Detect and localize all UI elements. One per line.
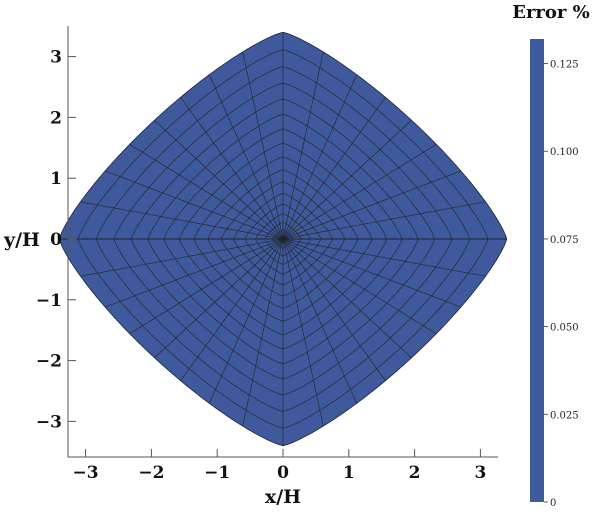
y-tick-label: −3	[36, 412, 62, 432]
plot-area	[58, 31, 508, 447]
x-tick-label: −2	[138, 463, 164, 483]
x-tick-label: 3	[474, 463, 486, 483]
colorbar-tick-label: 0	[550, 498, 556, 509]
x-axis-label: x/H	[265, 486, 301, 508]
colorbar-tick-label: 0.125	[550, 60, 579, 71]
colorbar-title: Error %	[512, 2, 590, 23]
colorbar-ticks: 0 0.025 0.050 0.075 0.100 0.125	[544, 60, 579, 509]
y-ticks: −3 −2 −1 0 1 2 3	[36, 48, 76, 432]
colorbar-tick-label: 0.100	[550, 147, 579, 158]
colorbar: 0 0.025 0.050 0.075 0.100 0.125 Error %	[512, 2, 590, 509]
x-tick-label: 1	[343, 463, 355, 483]
y-tick-label: 0	[50, 230, 62, 250]
x-tick-label: 0	[277, 463, 289, 483]
mesh-lines	[58, 31, 508, 447]
y-tick-label: 2	[50, 108, 62, 128]
colorbar-tick-label: 0.025	[550, 410, 579, 421]
y-tick-label: −1	[36, 291, 62, 311]
x-ticks: −3 −2 −1 0 1 2 3	[73, 449, 486, 483]
y-axis-label: y/H	[3, 229, 40, 251]
axes: −3 −2 −1 0 1 2 3 −3 −2 −1 0 1 2 3 x/H y/H	[3, 26, 498, 508]
y-tick-label: −2	[36, 352, 62, 372]
colorbar-gradient	[530, 39, 544, 502]
colorbar-tick-label: 0.075	[550, 235, 579, 246]
colorbar-tick-label: 0.050	[550, 323, 579, 334]
x-tick-label: −3	[73, 463, 99, 483]
y-tick-label: 3	[50, 48, 62, 68]
x-tick-label: 2	[409, 463, 421, 483]
x-tick-label: −1	[204, 463, 230, 483]
y-tick-label: 1	[50, 169, 62, 189]
